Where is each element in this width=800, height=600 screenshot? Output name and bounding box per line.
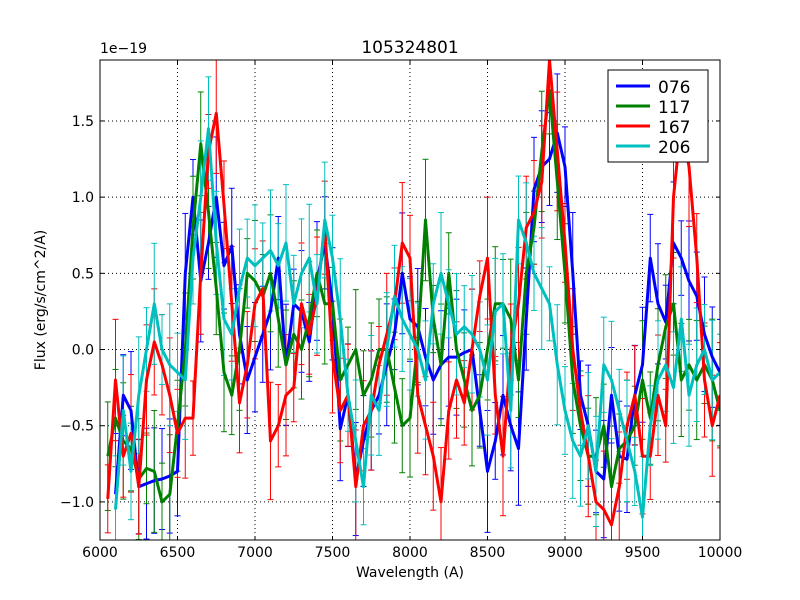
x-tick-label: 7000 xyxy=(237,545,273,561)
y-tick-label: 0.5 xyxy=(72,266,94,282)
x-tick-label: 7500 xyxy=(315,545,351,561)
legend-label-117: 117 xyxy=(658,98,690,118)
x-tick-label: 6500 xyxy=(160,545,196,561)
x-tick-label: 9000 xyxy=(547,545,583,561)
x-tick-label: 6000 xyxy=(82,545,118,561)
series-line-117 xyxy=(106,89,720,504)
legend-label-206: 206 xyxy=(658,138,690,158)
y-offset-text: 1e−19 xyxy=(100,41,147,57)
x-tick-label: 9500 xyxy=(625,545,661,561)
x-axis-label: Wavelength (A) xyxy=(356,565,464,581)
y-tick-label: 1.0 xyxy=(72,190,94,206)
x-tick-label: 8500 xyxy=(470,545,506,561)
x-tick-label: 8000 xyxy=(392,545,428,561)
chart-title: 105324801 xyxy=(361,38,458,58)
y-axis-ticks: −1.0 −0.5 0.0 0.5 1.0 1.5 xyxy=(60,114,720,511)
x-axis-ticks: 6000 6500 7000 7500 8000 8500 9000 9500 10000 xyxy=(82,60,742,561)
y-tick-label: 0.0 xyxy=(72,343,94,359)
x-tick-label: 10000 xyxy=(698,545,743,561)
series-line-206 xyxy=(114,127,720,519)
legend-label-167: 167 xyxy=(658,118,690,138)
series-lines xyxy=(106,60,720,527)
y-tick-label: −0.5 xyxy=(60,419,94,435)
y-tick-label: 1.5 xyxy=(72,114,94,130)
y-axis-label: Flux (erg/s/cm^2/A) xyxy=(33,230,49,370)
legend-label-076: 076 xyxy=(658,78,690,98)
y-tick-label: −1.0 xyxy=(60,495,94,511)
